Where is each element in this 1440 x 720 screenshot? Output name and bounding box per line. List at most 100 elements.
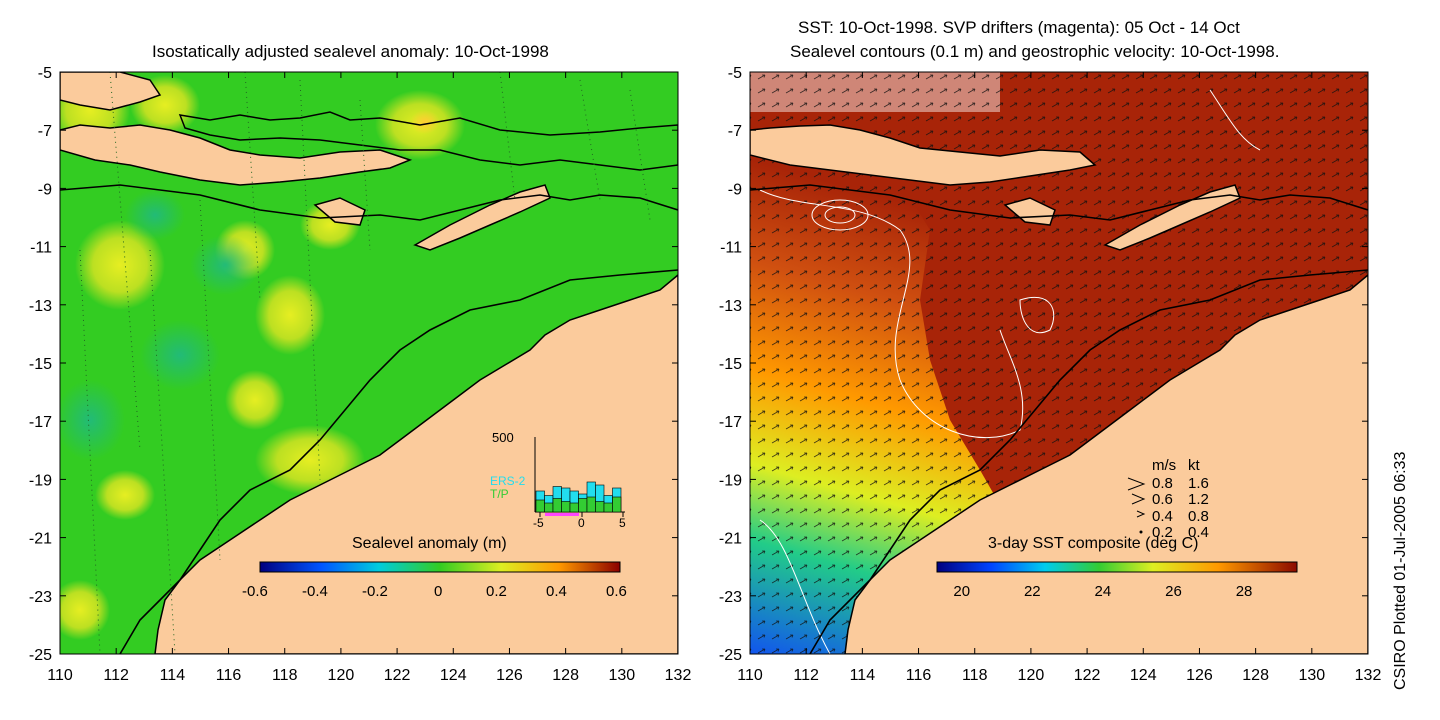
right_panel-x-tick-9: 128 bbox=[1242, 667, 1269, 684]
right_panel-x-tick-4: 118 bbox=[962, 667, 988, 684]
right_panel-y-tick-8: -21 bbox=[719, 531, 742, 548]
histogram-x-tick-0: -5 bbox=[533, 516, 544, 530]
histogram-bar-tp-0 bbox=[535, 499, 545, 513]
left_panel-x-tick-0: 110 bbox=[47, 667, 73, 684]
right_panel-y-tick-4: -13 bbox=[719, 298, 742, 315]
right_panel-x-tick-10: 130 bbox=[1298, 667, 1325, 684]
left_panel-x-tick-10: 130 bbox=[608, 667, 635, 684]
right_panel-y-tick-7: -19 bbox=[719, 472, 742, 489]
left_panel-x-tick-7: 124 bbox=[440, 667, 467, 684]
histogram-legend-tp: T/P bbox=[490, 487, 509, 501]
right_panel-x-tick-7: 124 bbox=[1130, 667, 1157, 684]
velocity-key-ms-1: 0.6 bbox=[1152, 491, 1173, 508]
left_panel-y-tick-1: -7 bbox=[38, 123, 52, 140]
sla-axes: 110 112 114 116 118 120 122 124 126 128 130 132 -5 -7… bbox=[29, 65, 692, 684]
sst-axes: 110 112 114 116 118 120 122 124 126 128 130 132 -5 -7… bbox=[719, 65, 1382, 684]
histogram-bar-tp-4 bbox=[569, 502, 579, 513]
left_panel-x-tick-5: 120 bbox=[328, 667, 355, 684]
sla-histogram-inset: 500 -5 0 5 ERS-2 T/P bbox=[490, 430, 626, 530]
sst-colorbar-tick-0: 20 bbox=[953, 583, 970, 600]
left_panel-y-tick-10: -25 bbox=[29, 647, 52, 664]
left_panel-x-tick-1: 112 bbox=[103, 667, 129, 684]
velocity-key-arrow-1 bbox=[1131, 493, 1146, 505]
velocity-key-arrow-0 bbox=[1127, 477, 1146, 491]
histogram-x-tick-2: 5 bbox=[619, 516, 626, 530]
left_panel-y-tick-8: -21 bbox=[29, 531, 52, 548]
sst-colorbar-tick-4: 28 bbox=[1236, 583, 1253, 600]
velocity-key-kt-2: 0.8 bbox=[1188, 508, 1209, 525]
right_panel-y-tick-0: -5 bbox=[728, 65, 742, 82]
sla-satellite-tracks bbox=[79, 72, 651, 654]
histogram-x-tick-1: 0 bbox=[578, 516, 585, 530]
left_panel-x-tick-6: 122 bbox=[384, 667, 411, 684]
right_panel-x-tick-11: 132 bbox=[1355, 667, 1382, 684]
left_panel-y-tick-9: -23 bbox=[29, 589, 52, 606]
sla-land bbox=[60, 72, 678, 654]
histogram-bar-tp-3 bbox=[561, 501, 571, 513]
right_panel-y-tick-9: -23 bbox=[719, 589, 742, 606]
right_panel-x-tick-2: 114 bbox=[850, 667, 876, 684]
right_panel-x-tick-1: 112 bbox=[793, 667, 819, 684]
left_panel-x-tick-9: 128 bbox=[552, 667, 579, 684]
right_panel-x-tick-8: 126 bbox=[1186, 667, 1213, 684]
histogram-bar-tp-8 bbox=[603, 502, 613, 513]
histogram-drifter-range bbox=[545, 513, 579, 516]
left_panel-y-tick-3: -11 bbox=[30, 240, 52, 257]
right_panel-y-tick-2: -9 bbox=[728, 181, 742, 198]
sst-map: m/s kt 0.8 1.6 0.6 1.2 0.4 0.8 0.2 0.4 3… bbox=[750, 72, 1368, 654]
right_panel-y-tick-3: -11 bbox=[720, 240, 742, 257]
left_panel-x-tick-8: 126 bbox=[496, 667, 523, 684]
credit-label: CSIRO Plotted 01-Jul-2005 06:33 bbox=[1392, 451, 1409, 690]
right_panel-y-tick-1: -7 bbox=[728, 123, 742, 140]
right_panel-y-tick-10: -25 bbox=[719, 647, 742, 664]
left_panel-y-tick-0: -5 bbox=[38, 65, 52, 82]
sla-colorbar-tick-6: 0.6 bbox=[606, 583, 627, 600]
velocity-key-header-ms: m/s bbox=[1152, 457, 1176, 474]
histogram-bar-tp-5 bbox=[578, 498, 588, 513]
sla-colorbar-label: Sealevel anomaly (m) bbox=[352, 535, 507, 552]
sla-colorbar-tick-4: 0.2 bbox=[486, 583, 507, 600]
right_panel-x-tick-6: 122 bbox=[1074, 667, 1101, 684]
histogram-bar-tp-1 bbox=[544, 502, 554, 513]
velocity-key-ms-2: 0.4 bbox=[1152, 508, 1173, 525]
left_panel-x-tick-3: 116 bbox=[216, 667, 242, 684]
velocity-key-kt-3: 0.4 bbox=[1188, 524, 1209, 541]
histogram-bar-tp-7 bbox=[595, 501, 605, 513]
right_panel-x-tick-0: 110 bbox=[737, 667, 763, 684]
left_panel-y-tick-6: -17 bbox=[29, 414, 52, 431]
sst-colorbar: 3-day SST composite (deg C) 20 22 24 26 28 bbox=[936, 535, 1298, 600]
sla-colorbar-tick-0: -0.6 bbox=[242, 583, 268, 600]
sla-colorbar-tick-5: 0.4 bbox=[546, 583, 567, 600]
sst-colorbar-label: 3-day SST composite (deg C) bbox=[988, 535, 1198, 552]
velocity-key-arrow-2 bbox=[1136, 510, 1146, 518]
sla-colorbar-tick-2: -0.2 bbox=[362, 583, 388, 600]
right_panel-x-tick-3: 116 bbox=[906, 667, 932, 684]
right_panel-y-tick-5: -15 bbox=[719, 356, 742, 373]
left_panel-x-tick-11: 132 bbox=[665, 667, 692, 684]
velocity-key-kt-0: 1.6 bbox=[1188, 475, 1209, 492]
sla-colorbar-tick-3: 0 bbox=[434, 583, 442, 600]
sst-colorbar-tick-3: 26 bbox=[1165, 583, 1182, 600]
sla-shelf-contour bbox=[60, 184, 678, 654]
left_panel-y-tick-4: -13 bbox=[29, 298, 52, 315]
velocity-key-header-kt: kt bbox=[1188, 457, 1201, 474]
right-panel-title-line2: Sealevel contours (0.1 m) and geostrophi… bbox=[790, 42, 1280, 61]
left_panel-y-tick-7: -19 bbox=[29, 472, 52, 489]
sla-map: 500 -5 0 5 ERS-2 T/P Sealevel anomaly (m… bbox=[60, 72, 678, 654]
right-panel-title-line1: SST: 10-Oct-1998. SVP drifters (magenta)… bbox=[798, 18, 1240, 37]
sst-colorbar-tick-2: 24 bbox=[1095, 583, 1112, 600]
sst-shelf-contour bbox=[750, 184, 1368, 654]
velocity-key-kt-1: 1.2 bbox=[1188, 491, 1209, 508]
histogram-bar-tp-2 bbox=[552, 498, 562, 513]
right_panel-y-tick-6: -17 bbox=[719, 414, 742, 431]
velocity-key-arrow-3 bbox=[1139, 530, 1143, 534]
sla-colorbar-tick-1: -0.4 bbox=[302, 583, 328, 600]
velocity-key-ms-0: 0.8 bbox=[1152, 475, 1173, 492]
sst-colorbar-tick-1: 22 bbox=[1024, 583, 1041, 600]
sst-land bbox=[750, 124, 1368, 654]
left_panel-y-tick-2: -9 bbox=[38, 181, 52, 198]
velocity-key: m/s kt 0.8 1.6 0.6 1.2 0.4 0.8 0.2 0.4 bbox=[1127, 457, 1209, 541]
left_panel-x-tick-2: 114 bbox=[160, 667, 186, 684]
histogram-bar-tp-6 bbox=[586, 496, 596, 513]
